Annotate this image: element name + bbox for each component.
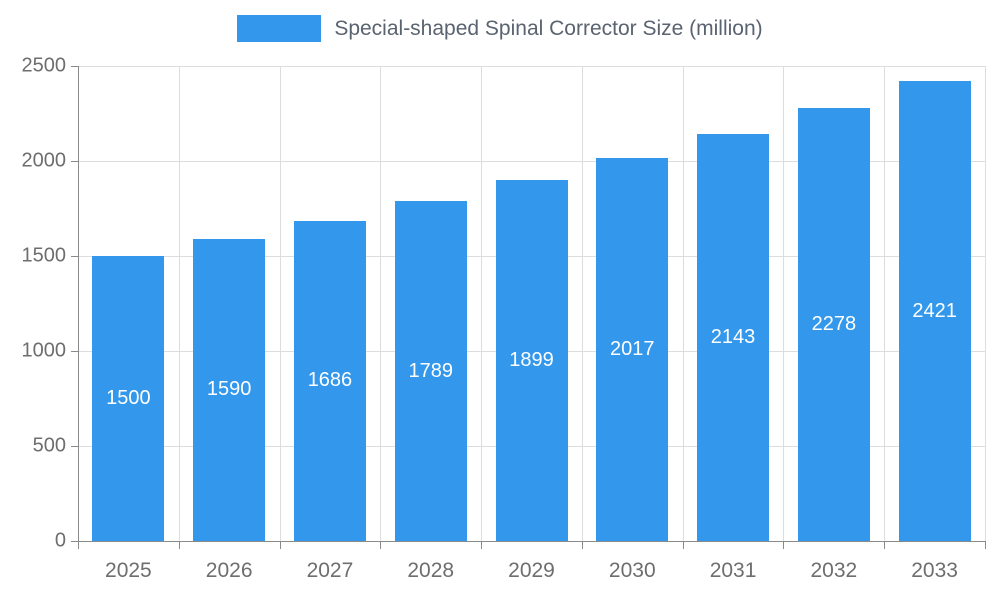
bar-value-label: 1500: [106, 387, 151, 409]
bar-2026: 1590: [193, 238, 266, 541]
gridline-vertical: [783, 66, 785, 541]
gridline-vertical: [279, 66, 281, 541]
legend-swatch: [237, 15, 322, 42]
gridline-vertical: [884, 66, 886, 541]
y-axis-tick: [71, 541, 78, 542]
bar-2029: 1899: [495, 180, 568, 541]
gridline-vertical: [581, 66, 583, 541]
bar-2025: 1500: [92, 256, 165, 541]
gridline-vertical: [985, 66, 986, 541]
y-axis-label: 1500: [21, 244, 67, 267]
x-axis-label: 2028: [407, 559, 455, 582]
y-axis-label: 2000: [21, 149, 67, 172]
x-axis-label: 2026: [205, 559, 253, 582]
x-axis-tick: [380, 542, 382, 549]
gridline-horizontal: [78, 161, 985, 162]
y-axis-tick: [71, 66, 78, 67]
y-axis-line: [78, 66, 79, 542]
x-axis-label: 2029: [508, 559, 555, 582]
x-axis-label: 2033: [911, 559, 958, 582]
y-axis-label: 1000: [21, 339, 67, 362]
chart-legend: Special-shaped Spinal Corrector Size (mi…: [0, 15, 1000, 42]
gridline-vertical: [380, 66, 382, 541]
gridline-horizontal: [78, 66, 985, 67]
x-axis-line: [78, 541, 986, 542]
bar-value-label: 2017: [610, 337, 655, 360]
x-axis-tick: [783, 542, 785, 549]
x-axis-tick: [985, 542, 986, 549]
bar-value-label: 1590: [206, 378, 252, 401]
y-axis-tick: [71, 256, 78, 257]
y-axis-label: 500: [32, 434, 66, 457]
bar-2028: 1789: [394, 201, 467, 541]
bar-2032: 2278: [797, 108, 870, 541]
x-axis-label: 2032: [810, 559, 858, 582]
bar-value-label: 1789: [408, 359, 453, 382]
bar-value-label: 1899: [509, 349, 554, 372]
x-axis-tick: [178, 542, 180, 549]
bar-2033: 2421: [898, 81, 971, 541]
bar-2030: 2017: [596, 157, 669, 541]
y-axis-label: 0: [54, 529, 66, 552]
x-axis-tick: [682, 542, 684, 549]
bar-value-label: 2278: [811, 313, 857, 336]
gridline-vertical: [481, 66, 483, 541]
legend-label: Special-shaped Spinal Corrector Size (mi…: [334, 16, 763, 40]
bar-value-label: 2421: [912, 299, 957, 322]
gridline-vertical: [178, 66, 180, 541]
plot-area: 1500 1590 1686 1789 1899 2017 2143 2278 2421: [78, 66, 986, 542]
y-axis-tick: [71, 351, 78, 352]
x-axis-tick: [884, 542, 886, 549]
gridline-vertical: [682, 66, 684, 541]
x-axis-label: 2027: [306, 559, 354, 582]
y-axis-label: 2500: [21, 54, 67, 77]
x-axis-tick: [279, 542, 281, 549]
y-axis-tick: [71, 446, 78, 447]
x-axis-label: 2031: [709, 559, 757, 582]
x-axis-label: 2025: [105, 559, 152, 582]
bar-value-label: 1686: [307, 369, 353, 392]
x-axis-tick: [78, 542, 79, 549]
y-axis-tick: [71, 161, 78, 162]
x-axis-tick: [481, 542, 483, 549]
x-axis-label: 2030: [608, 559, 656, 582]
bar-2031: 2143: [697, 133, 770, 541]
bar-value-label: 2143: [710, 325, 756, 348]
x-axis-tick: [581, 542, 583, 549]
bar-2027: 1686: [293, 220, 366, 541]
